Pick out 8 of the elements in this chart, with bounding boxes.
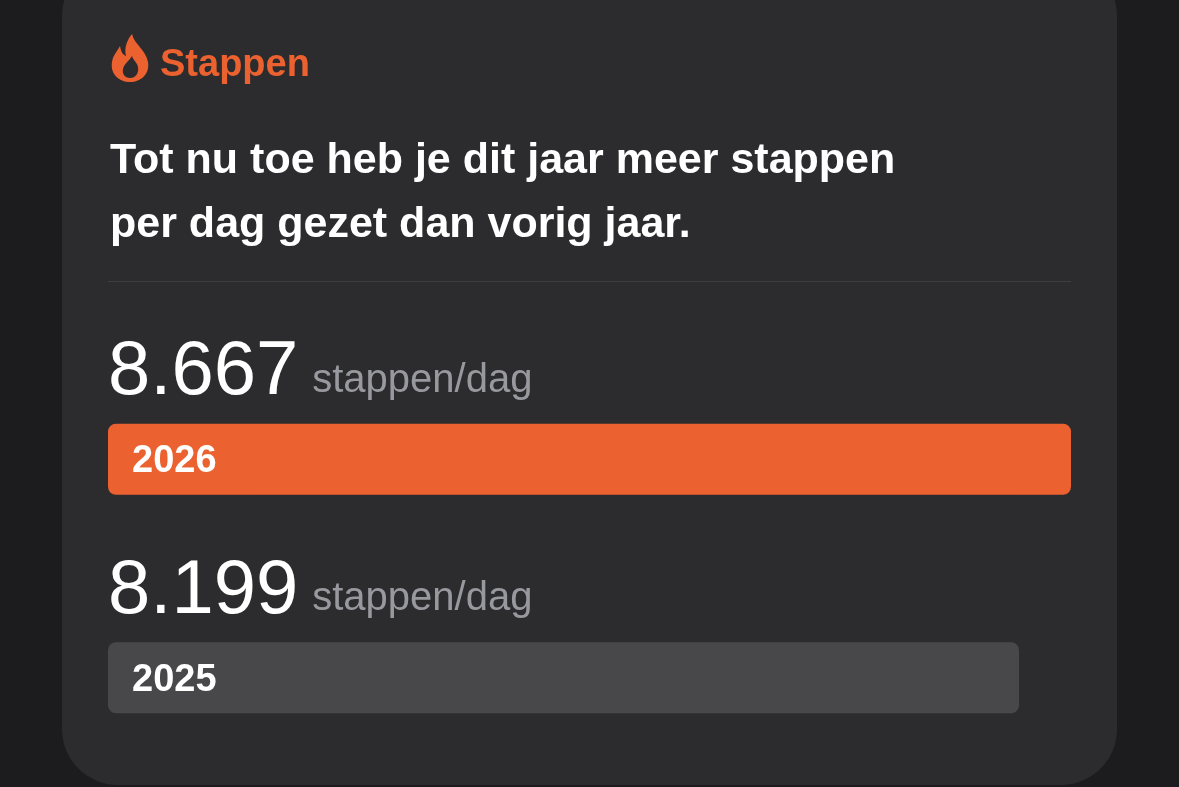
data-label: 8.667 [108,325,299,411]
annotation: stappen/dag [312,574,533,619]
y-tick-label: 2025 [132,656,217,699]
data-label: 8.199 [108,543,299,629]
y-tick-label: 2026 [132,438,217,481]
annotation: stappen/dag [312,355,533,400]
chart-title: Stappen [160,41,310,86]
chart-subtitle: Tot nu toe heb je dit jaar meer stappen per dag gezet dan vorig jaar. [110,133,897,248]
